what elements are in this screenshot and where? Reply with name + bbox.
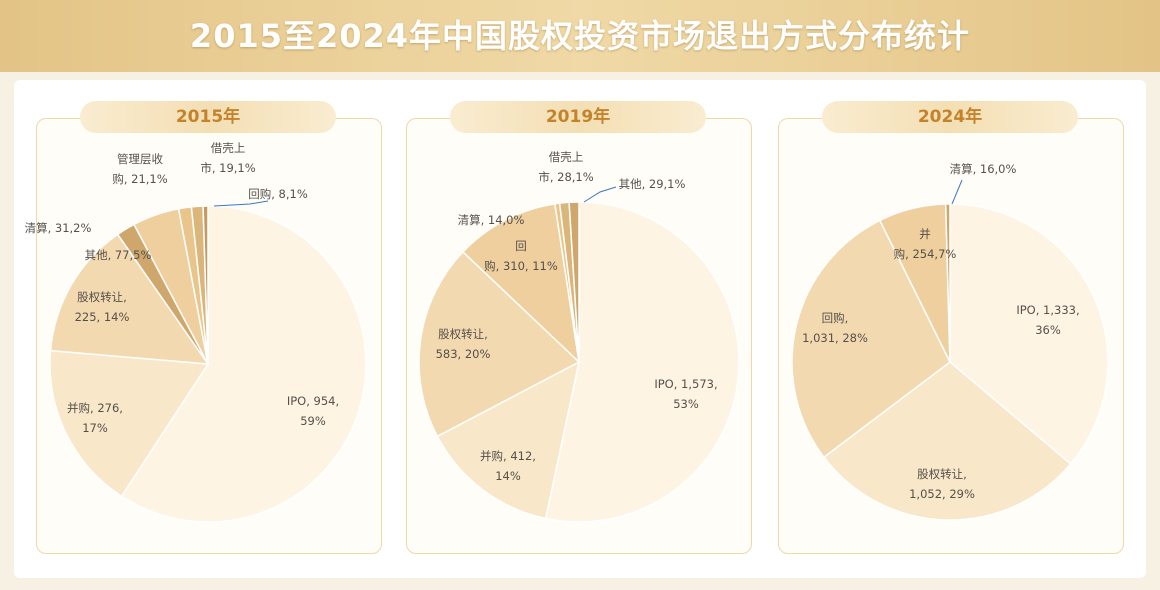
data-label-股权转让: 股权转让, 225, 14% (75, 290, 130, 324)
data-label-回购: 回购, 8,1% (248, 187, 308, 201)
pie-slice-并购 (436, 360, 581, 520)
data-label-清算: 清算, 16,0% (950, 162, 1017, 176)
panel-title-2019: 2019年 (450, 101, 706, 133)
data-label-借壳上市: 借壳上市, 28,1% (538, 150, 593, 184)
data-label-管理层收购: 管理层收购, 21,1% (112, 152, 167, 186)
data-label-其他: 其他, 77,5% (85, 248, 152, 262)
pie-slice-IPO (949, 203, 1109, 466)
data-label-其他: 其他, 29,1% (619, 177, 686, 191)
pie-slice-清算 (944, 203, 951, 363)
data-label-IPO: IPO, 1,333, 36% (1016, 303, 1079, 337)
pie-slice-股权转让 (822, 361, 1072, 521)
data-label-回购: 回购, 310, 11% (484, 239, 558, 273)
pie-2: IPO, 1,333, 36% 股权转让, 1,052, 29% 回购, 1,031, 2… (791, 162, 1109, 521)
leader-line (583, 186, 617, 203)
pie-slice-并购 (49, 349, 210, 498)
pie-slice-股权转让 (49, 233, 210, 365)
data-label-股权转让: 股权转让, 583, 20% (436, 327, 491, 361)
data-label-IPO: IPO, 954, 59% (287, 394, 339, 428)
pie-slice-其他 (568, 201, 580, 363)
title-banner (0, 0, 1160, 72)
data-label-股权转让: 股权转让, 1,052, 29% (909, 467, 975, 501)
data-label-回购: 回购, 1,031, 28% (802, 311, 868, 345)
leader-line (213, 200, 269, 207)
data-label-并购: 并购, 412, 14% (480, 449, 536, 483)
leader-line (951, 179, 963, 205)
data-label-IPO: IPO, 1,573, 53% (654, 377, 717, 411)
pie-slice-回购 (791, 219, 951, 459)
panel-title-2024: 2024年 (822, 101, 1078, 133)
pie-0: IPO, 954, 59% 并购, 276, 17% 股权转让, 225, 14% 清算, … (25, 141, 367, 523)
data-label-清算: 清算, 31,2% (25, 221, 92, 235)
pie-slice-回购 (202, 205, 209, 365)
pie-1: IPO, 1,573, 53% 并购, 412, 14% 股权转让, 583, 20% 回购… (418, 150, 740, 523)
pie-slice-股权转让 (418, 250, 581, 438)
data-label-并购: 并购, 276, 17% (67, 401, 123, 435)
page-title: 2015至2024年中国股权投资市场退出方式分布统计 (189, 17, 971, 55)
pie-slice-IPO (544, 201, 740, 523)
pie-slice-IPO (120, 205, 367, 523)
panel-title-2015: 2015年 (80, 101, 336, 133)
data-label-清算: 清算, 14,0% (458, 213, 525, 227)
pie-slice-回购 (461, 202, 581, 365)
data-label-借壳上市: 借壳上市, 19,1% (200, 141, 255, 175)
data-label-并购: 并购, 254,7% (894, 227, 957, 261)
